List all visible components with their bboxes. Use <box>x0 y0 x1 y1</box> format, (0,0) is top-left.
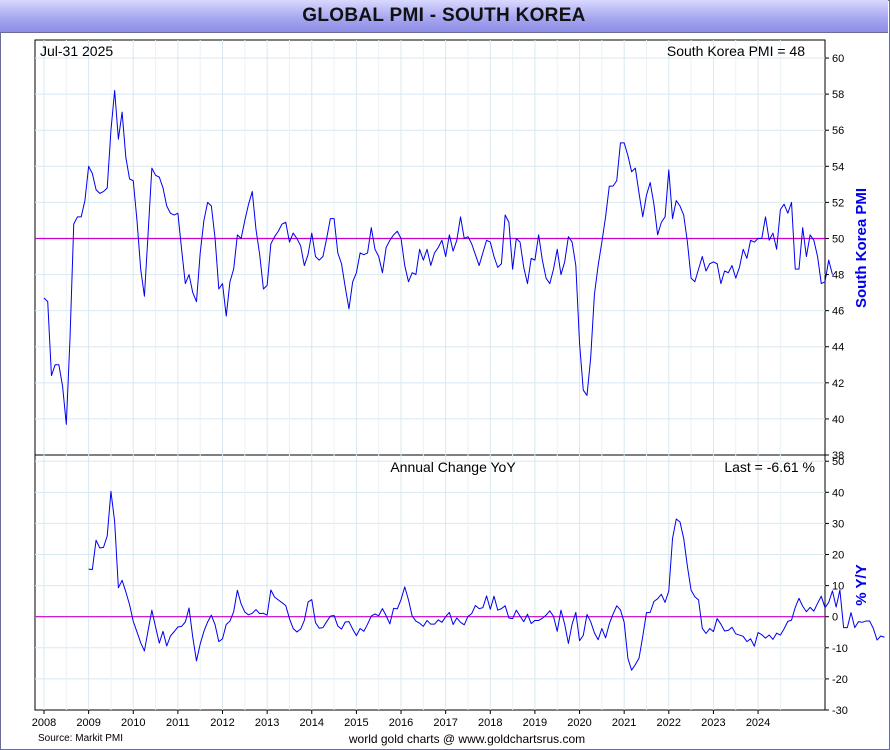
yoy-y-tick-label: 20 <box>832 550 844 562</box>
yoy-series-line <box>88 490 885 671</box>
x-tick-label: 2013 <box>255 717 279 729</box>
pmi-last-label: South Korea PMI = 48 <box>667 43 805 59</box>
pmi-y-tick-label: 50 <box>832 233 844 245</box>
x-tick-label: 2012 <box>210 717 234 729</box>
x-tick-label: 2019 <box>523 717 547 729</box>
yoy-y-tick-label: 50 <box>832 456 844 468</box>
yoy-y-tick-label: 0 <box>832 612 838 624</box>
pmi-y-tick-label: 52 <box>832 197 844 209</box>
x-tick-label: 2016 <box>389 717 413 729</box>
x-tick-label: 2024 <box>746 717 770 729</box>
x-tick-label: 2011 <box>166 717 190 729</box>
pmi-y-axis-title: South Korea PMI <box>853 188 870 308</box>
pmi-y-tick-label: 46 <box>832 306 844 318</box>
yoy-y-tick-label: -10 <box>832 643 848 655</box>
x-tick-label: 2009 <box>76 717 100 729</box>
pmi-panel <box>34 39 826 456</box>
yoy-y-tick-labels: -30 -20 -10 0 10 20 30 40 50 <box>825 456 848 717</box>
x-tick-label: 2022 <box>657 717 681 729</box>
x-tick-labels: 2008 2009 2010 2011 2012 2013 2014 2015 2016 2017… <box>32 710 770 729</box>
pmi-y-tick-label: 60 <box>832 53 844 65</box>
pmi-grid <box>35 40 825 455</box>
x-tick-label: 2023 <box>701 717 725 729</box>
panels <box>34 39 826 711</box>
yoy-series-layer <box>88 490 885 671</box>
yoy-title: Annual Change YoY <box>390 459 516 475</box>
pmi-y-tick-label: 58 <box>832 89 844 101</box>
pmi-y-tick-label: 48 <box>832 270 844 282</box>
pmi-y-tick-label: 54 <box>832 161 844 173</box>
pmi-y-tick-label: 44 <box>832 342 844 354</box>
x-tick-label: 2018 <box>478 717 502 729</box>
pmi-y-tick-label: 40 <box>832 414 844 426</box>
pmi-y-tick-label: 42 <box>832 378 844 390</box>
yoy-y-tick-label: 40 <box>832 487 844 499</box>
x-tick-label: 2014 <box>300 717 324 729</box>
pmi-y-tick-labels: 38 40 42 44 46 48 50 52 54 56 58 60 <box>825 53 844 462</box>
pmi-series-layer <box>43 90 833 425</box>
yoy-y-tick-label: -30 <box>832 705 848 717</box>
chart-title: GLOBAL PMI - SOUTH KOREA <box>302 5 586 26</box>
pmi-series-line <box>43 90 833 425</box>
pmi-y-tick-label: 38 <box>832 450 844 462</box>
source-label: Source: Markit PMI <box>38 733 123 744</box>
x-tick-label: 2017 <box>433 717 457 729</box>
yoy-y-tick-label: 30 <box>832 518 844 530</box>
yoy-y-tick-label: -20 <box>832 674 848 686</box>
x-tick-label: 2020 <box>567 717 591 729</box>
pmi-y-tick-label: 56 <box>832 125 844 137</box>
yoy-panel <box>34 454 826 711</box>
x-tick-label: 2015 <box>344 717 368 729</box>
date-label: Jul-31 2025 <box>40 43 113 59</box>
x-tick-label: 2008 <box>32 717 56 729</box>
x-tick-label: 2021 <box>612 717 636 729</box>
yoy-last-label: Last = -6.61 % <box>724 459 815 475</box>
title-bar: GLOBAL PMI - SOUTH KOREA <box>0 0 888 33</box>
yoy-y-axis-title: % Y/Y <box>853 564 870 605</box>
yoy-y-tick-label: 10 <box>832 581 844 593</box>
yoy-grid <box>35 455 825 710</box>
x-tick-label: 2010 <box>121 717 145 729</box>
footer-label: world gold charts @ www.goldchartsrus.co… <box>348 732 585 746</box>
